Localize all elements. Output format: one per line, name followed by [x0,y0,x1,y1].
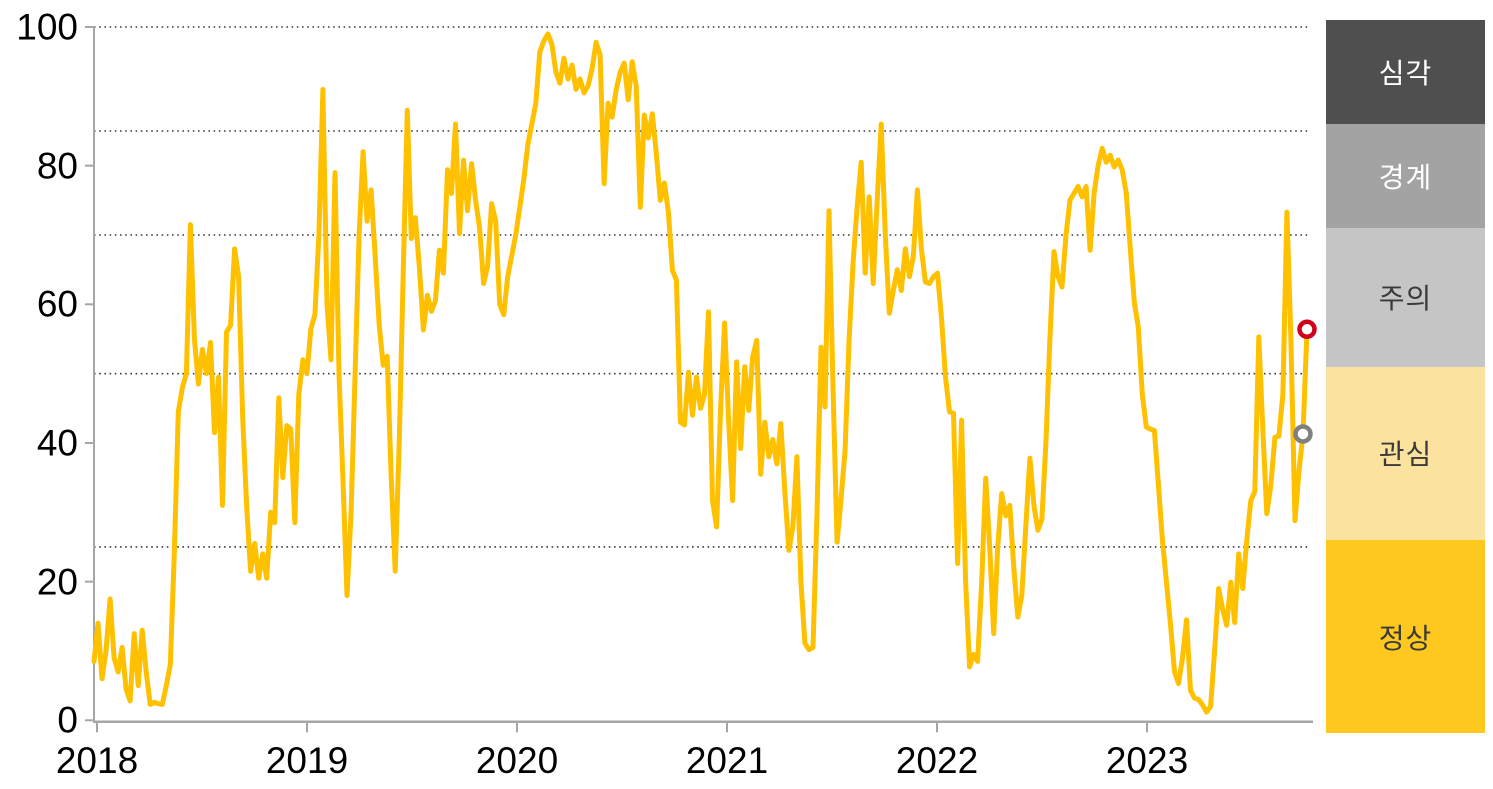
legend-band-정상: 정상 [1326,539,1485,734]
x-tick-label: 2019 [265,740,349,781]
legend-band-label: 정상 [1378,622,1433,654]
y-tick-label: 60 [36,283,78,325]
legend-band-label: 관심 [1378,439,1433,471]
y-tick-label: 40 [36,422,78,464]
legend-band-label: 주의 [1378,283,1433,315]
x-tick-label: 2018 [55,740,139,781]
legend-band-관심: 관심 [1326,366,1485,540]
y-tick-label: 0 [57,699,78,741]
latest-value-marker-icon [1297,319,1317,340]
legend-band-주의: 주의 [1326,227,1485,367]
x-tick-label: 2021 [685,740,769,781]
y-tick-label: 80 [36,145,78,187]
legend-band-label: 경계 [1378,161,1433,193]
previous-value-marker-icon [1293,424,1313,444]
x-tick-label: 2020 [475,740,559,781]
x-tick-label: 2023 [1105,740,1189,781]
legend-band-심각: 심각 [1326,20,1485,124]
legend-band-경계: 경계 [1326,123,1485,228]
legend-band-label: 심각 [1378,57,1433,89]
index-series-line [91,31,1310,715]
y-tick-label: 20 [36,561,78,603]
y-tick-label: 100 [16,6,78,48]
x-tick-label: 2022 [895,740,979,781]
